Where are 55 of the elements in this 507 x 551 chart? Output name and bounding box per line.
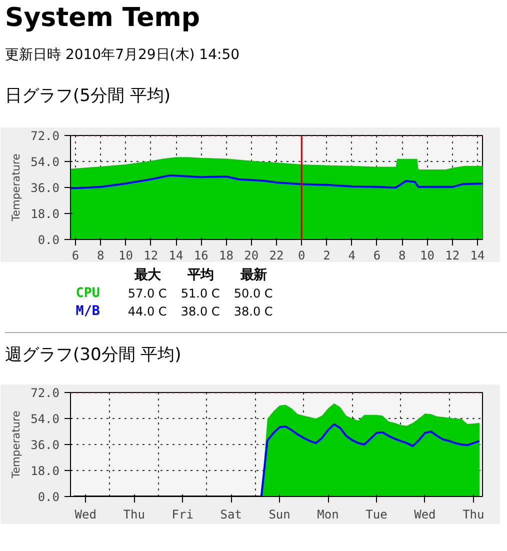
x-tick-label: 14	[470, 248, 485, 262]
y-tick-label: 0.0	[38, 233, 60, 247]
data-label: 51.0 C	[180, 286, 220, 301]
x-tick-label: Tue	[366, 508, 388, 522]
x-tick-label: Wed	[414, 508, 436, 522]
line-series	[72, 423, 480, 496]
legend-label: M/B	[76, 304, 100, 320]
y-tick-label: 36.0	[30, 438, 60, 452]
x-tick-label: 8	[97, 248, 104, 262]
x-tick-label: 6	[373, 248, 381, 262]
x-tick-label: 20	[244, 248, 259, 262]
data-label: 57.0 C	[128, 286, 167, 301]
x-tick-label: 18	[219, 248, 234, 262]
x-tick-label: Mon	[317, 508, 339, 522]
x-tick-label: 6	[72, 248, 80, 262]
x-tick-label: Thu	[462, 508, 484, 522]
y-tick-label: 18.0	[30, 464, 60, 478]
legend-label: CPU	[76, 286, 100, 302]
y-axis-title: Temperature	[10, 410, 23, 480]
y-tick-label: 54.0	[30, 155, 60, 169]
x-tick-label: 10	[420, 248, 434, 262]
x-tick-label: 10	[118, 248, 133, 262]
category-label: 最新	[239, 267, 266, 284]
x-tick-label: 12	[144, 248, 158, 262]
x-tick-label: 14	[168, 248, 184, 262]
y-tick-label: 72.0	[30, 129, 60, 143]
category-label: 最大	[133, 268, 162, 284]
category-label: 平均	[186, 268, 214, 284]
x-tick-label: Wed	[74, 508, 96, 522]
data-label: 44.0 C	[128, 304, 167, 319]
x-tick-label: Thu	[123, 508, 145, 522]
chart-subtitle: 更新日時 2010年7月29日(木) 14:50	[5, 46, 240, 65]
y-tick-label: 36.0	[30, 181, 60, 195]
data-label: 50.0 C	[234, 286, 273, 301]
x-tick-label: 4	[348, 248, 356, 262]
x-tick-label: 8	[398, 248, 406, 262]
data-label: 38.0 C	[180, 304, 220, 319]
x-tick-label: 2	[323, 248, 330, 262]
chart-title: 週グラフ(30分間 平均)	[5, 344, 182, 367]
y-tick-label: 54.0	[30, 412, 60, 426]
chart-title: System Temp	[5, 2, 200, 35]
y-axis-title: Temperature	[10, 154, 23, 222]
x-tick-label: 22	[269, 248, 284, 262]
y-tick-label: 72.0	[30, 386, 60, 400]
data-label: 38.0 C	[234, 304, 273, 319]
x-tick-label: Sun	[268, 508, 290, 522]
x-tick-label: Sat	[220, 508, 242, 522]
x-tick-label: 16	[194, 248, 208, 262]
x-tick-label: 12	[445, 248, 460, 262]
line-series	[70, 174, 482, 190]
x-tick-label: 0	[298, 248, 306, 262]
x-tick-label: Fri	[172, 508, 194, 522]
y-tick-label: 18.0	[30, 207, 60, 221]
text: 日グラフ(5分間 平均)	[5, 85, 170, 108]
y-tick-label: 0.0	[38, 490, 60, 504]
